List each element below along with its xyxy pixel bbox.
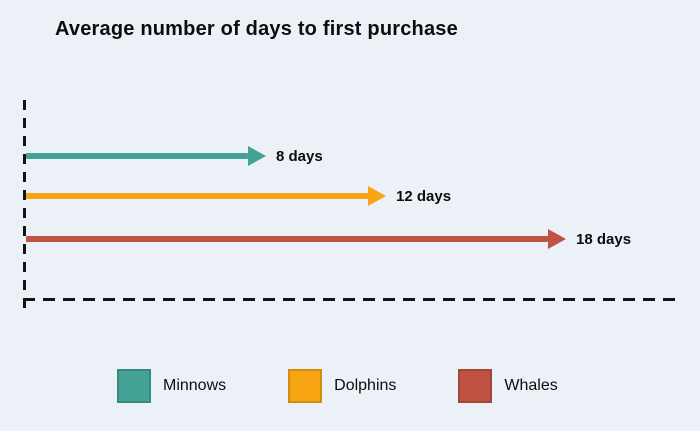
- arrow-head-icon: [368, 186, 386, 206]
- value-label-dolphins: 12 days: [396, 187, 452, 205]
- arrow-line-dolphins: [26, 193, 368, 199]
- legend-swatch-whales: [458, 369, 493, 403]
- arrow-head-icon: [248, 146, 266, 166]
- arrow-line-whales: [26, 236, 548, 242]
- arrow-whales: 18 days: [26, 229, 631, 249]
- y-axis-dashed-line: [23, 100, 26, 312]
- value-label-whales: 18 days: [576, 230, 632, 248]
- chart-title: Average number of days to first purchase: [55, 18, 458, 40]
- value-label-minnows: 8 days: [276, 147, 323, 165]
- legend-swatch-dolphins: [288, 369, 323, 403]
- legend: Minnows Dolphins Whales: [117, 369, 558, 403]
- legend-item-dolphins: Dolphins: [288, 369, 396, 403]
- legend-label-minnows: Minnows: [163, 377, 227, 394]
- legend-item-whales: Whales: [458, 369, 558, 403]
- legend-item-minnows: Minnows: [117, 369, 226, 403]
- x-axis-dashed-line: [23, 298, 683, 301]
- legend-label-whales: Whales: [504, 377, 558, 394]
- arrow-minnows: 8 days: [26, 146, 323, 166]
- arrow-dolphins: 12 days: [26, 186, 451, 206]
- legend-swatch-minnows: [117, 369, 151, 403]
- arrow-line-minnows: [26, 153, 248, 159]
- arrow-head-icon: [548, 229, 566, 249]
- legend-label-dolphins: Dolphins: [334, 377, 397, 394]
